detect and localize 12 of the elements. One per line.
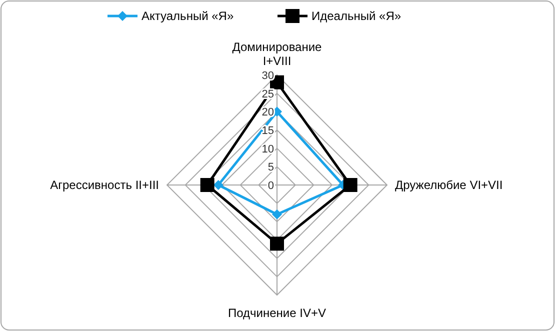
legend-label: Идеальный «Я» — [312, 9, 402, 23]
legend-label: Актуальный «Я» — [142, 9, 234, 23]
y-tick-label: 20 — [262, 106, 274, 119]
y-tick-label: 5 — [268, 162, 274, 174]
spoke-label: Дружелюбие VI+VII — [395, 178, 503, 192]
spoke-label: Подчинение IV+V — [228, 306, 326, 320]
y-tick-label: 30 — [262, 70, 274, 82]
y-tick-label: 15 — [262, 125, 274, 137]
y-tick-label: 10 — [262, 143, 274, 156]
y-tick-label: 0 — [268, 180, 274, 192]
spoke-label: Агрессивность II+III — [50, 178, 159, 192]
spoke-label: Доминирование I+VIII — [232, 40, 322, 68]
